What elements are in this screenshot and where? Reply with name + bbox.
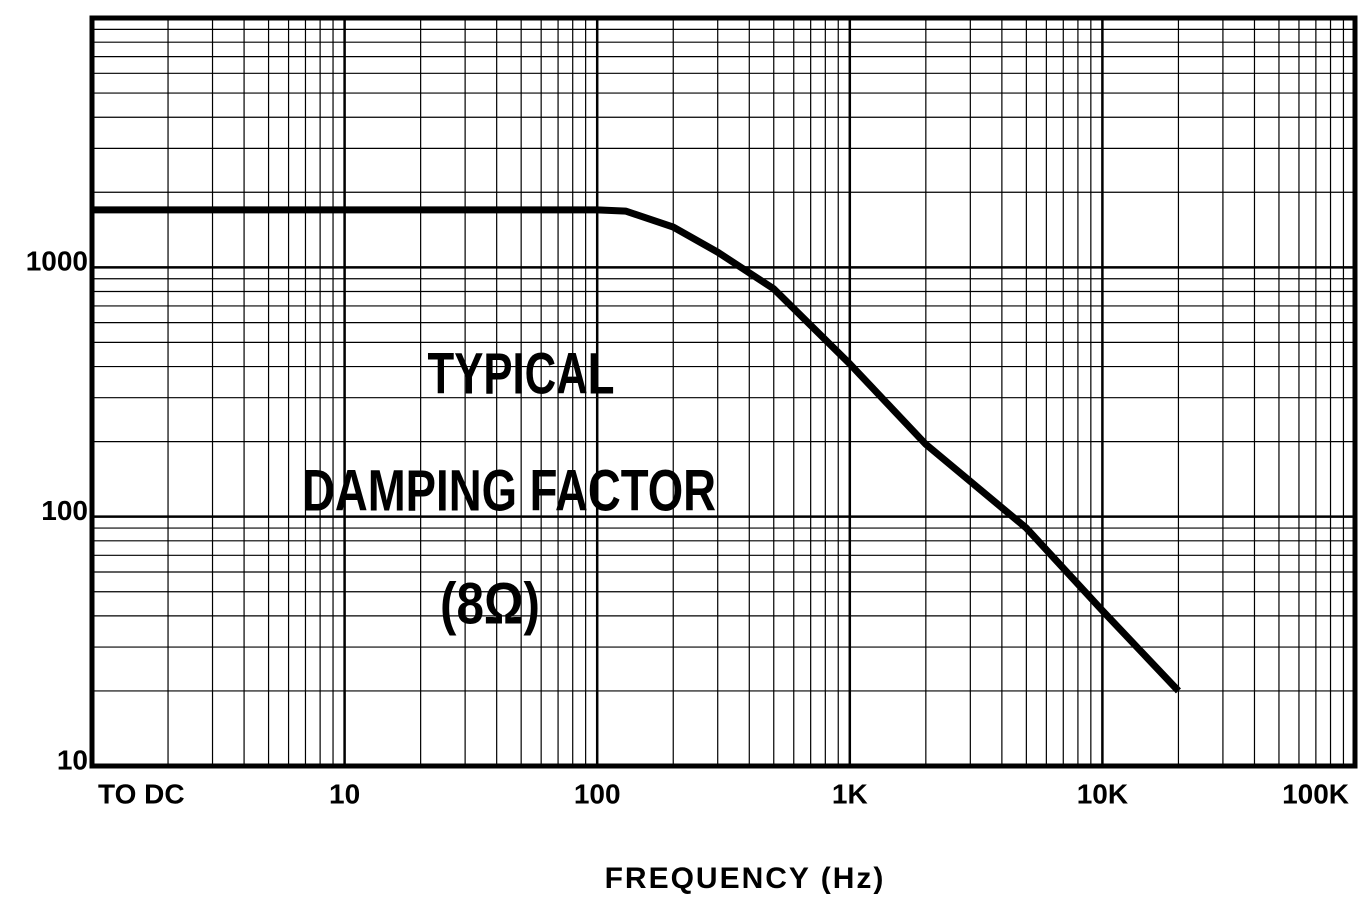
x-tick-label: 10 <box>329 778 360 809</box>
y-tick-label: 100 <box>41 495 88 526</box>
annotation: (8Ω) <box>440 571 540 636</box>
data-line <box>92 206 1181 694</box>
x-axis-label: FREQUENCY (Hz) <box>605 862 886 895</box>
x-tick-label: 100 <box>574 778 621 809</box>
annotation: DAMPING FACTOR <box>302 458 716 523</box>
plot-frame <box>89 15 1358 769</box>
x-tick-label: 1K <box>832 778 868 809</box>
y-tick-label: 10 <box>57 744 88 775</box>
x-tick-label: 10K <box>1077 778 1128 809</box>
x-tick-label: 100K <box>1282 778 1349 809</box>
y-tick-label: 1000 <box>26 246 88 277</box>
x-tick-label: TO DC <box>98 778 185 809</box>
